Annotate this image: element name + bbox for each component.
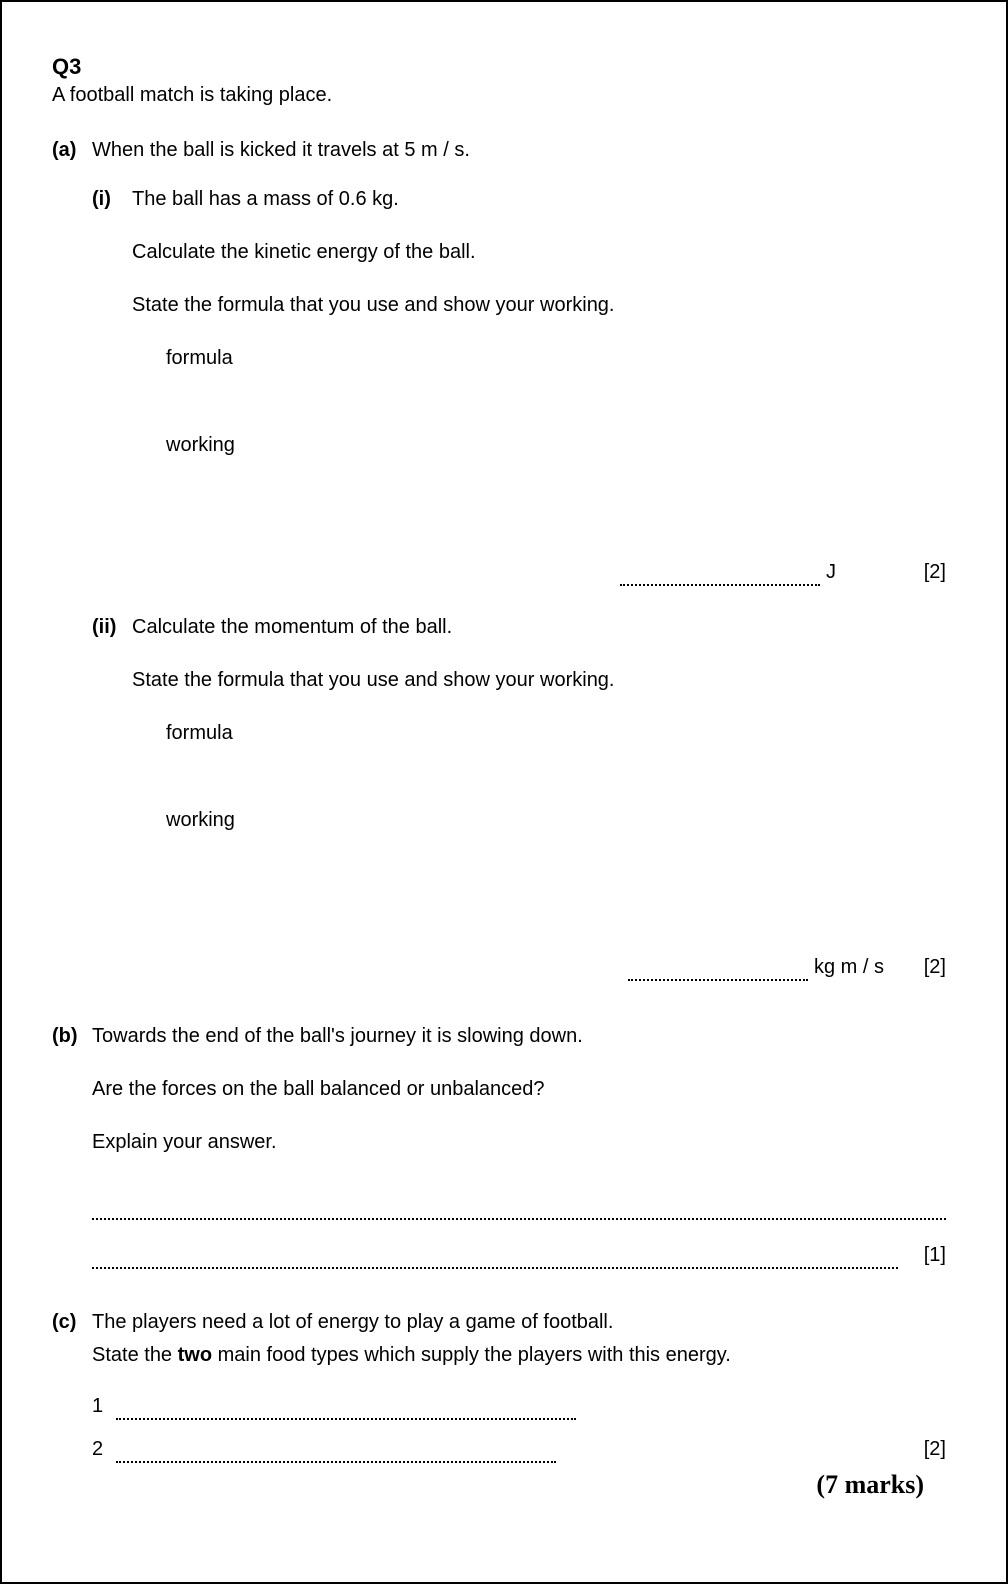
part-c: (c) The players need a lot of energy to … (52, 1309, 946, 1502)
question-number: Q3 (52, 52, 946, 82)
c-item-2-label: 2 (92, 1436, 116, 1463)
a-ii-formula-label: formula (166, 720, 946, 747)
question-intro: A football match is taking place. (52, 82, 946, 109)
part-c-body: The players need a lot of energy to play… (92, 1309, 946, 1502)
part-b-label: (b) (52, 1023, 92, 1279)
a-ii-unit: kg m / s (814, 954, 884, 981)
c-bold-two: two (178, 1344, 212, 1366)
b-answer-line-2-row: [1] (92, 1242, 946, 1269)
a-i-working-label: working (166, 432, 946, 459)
total-marks: (7 marks) (92, 1467, 924, 1502)
a-i-line2: Calculate the kinetic energy of the ball… (132, 239, 946, 266)
a-ii-line1: Calculate the momentum of the ball. (132, 614, 946, 641)
subpart-a-ii-body: Calculate the momentum of the ball. Stat… (132, 614, 946, 991)
c-marks: [2] (912, 1436, 946, 1463)
a-ii-marks: [2] (912, 954, 946, 981)
subpart-a-i-label: (i) (92, 186, 132, 596)
c-line2: State the two main food types which supp… (92, 1342, 946, 1369)
c-item-1-row: 1 (92, 1393, 946, 1420)
b-line1: Towards the end of the ball's journey it… (92, 1023, 946, 1050)
part-a-label: (a) (52, 137, 92, 1005)
b-marks: [1] (912, 1242, 946, 1269)
a-i-marks: [2] (912, 559, 946, 586)
exam-page: Q3 A football match is taking place. (a)… (0, 0, 1008, 1584)
a-i-line3: State the formula that you use and show … (132, 292, 946, 319)
c-item-2-row: 2 [2] (92, 1436, 946, 1463)
part-c-label: (c) (52, 1309, 92, 1502)
subpart-a-i: (i) The ball has a mass of 0.6 kg. Calcu… (92, 186, 946, 596)
a-i-unit: J (826, 559, 884, 586)
b-line3: Explain your answer. (92, 1129, 946, 1156)
part-a-stem: When the ball is kicked it travels at 5 … (92, 137, 946, 164)
subpart-a-ii-label: (ii) (92, 614, 132, 991)
b-line2: Are the forces on the ball balanced or u… (92, 1076, 946, 1103)
subpart-a-i-body: The ball has a mass of 0.6 kg. Calculate… (132, 186, 946, 596)
c-item-1-label: 1 (92, 1393, 116, 1420)
b-answer-line-1[interactable] (92, 1196, 946, 1220)
a-i-answer-row: J [2] (132, 559, 946, 586)
subpart-a-ii: (ii) Calculate the momentum of the ball.… (92, 614, 946, 991)
c-item-1-blank[interactable] (116, 1396, 576, 1420)
a-ii-answer-blank[interactable] (628, 959, 808, 981)
c-item-2-blank[interactable] (116, 1439, 556, 1463)
a-i-answer-blank[interactable] (620, 564, 820, 586)
part-a: (a) When the ball is kicked it travels a… (52, 137, 946, 1005)
a-ii-line2: State the formula that you use and show … (132, 667, 946, 694)
b-answer-line-2[interactable] (92, 1245, 898, 1269)
part-b-body: Towards the end of the ball's journey it… (92, 1023, 946, 1279)
a-i-line1: The ball has a mass of 0.6 kg. (132, 186, 946, 213)
a-i-formula-label: formula (166, 345, 946, 372)
a-ii-answer-row: kg m / s [2] (132, 954, 946, 981)
c-line1: The players need a lot of energy to play… (92, 1309, 946, 1336)
part-a-body: When the ball is kicked it travels at 5 … (92, 137, 946, 1005)
a-ii-working-label: working (166, 807, 946, 834)
part-b: (b) Towards the end of the ball's journe… (52, 1023, 946, 1279)
